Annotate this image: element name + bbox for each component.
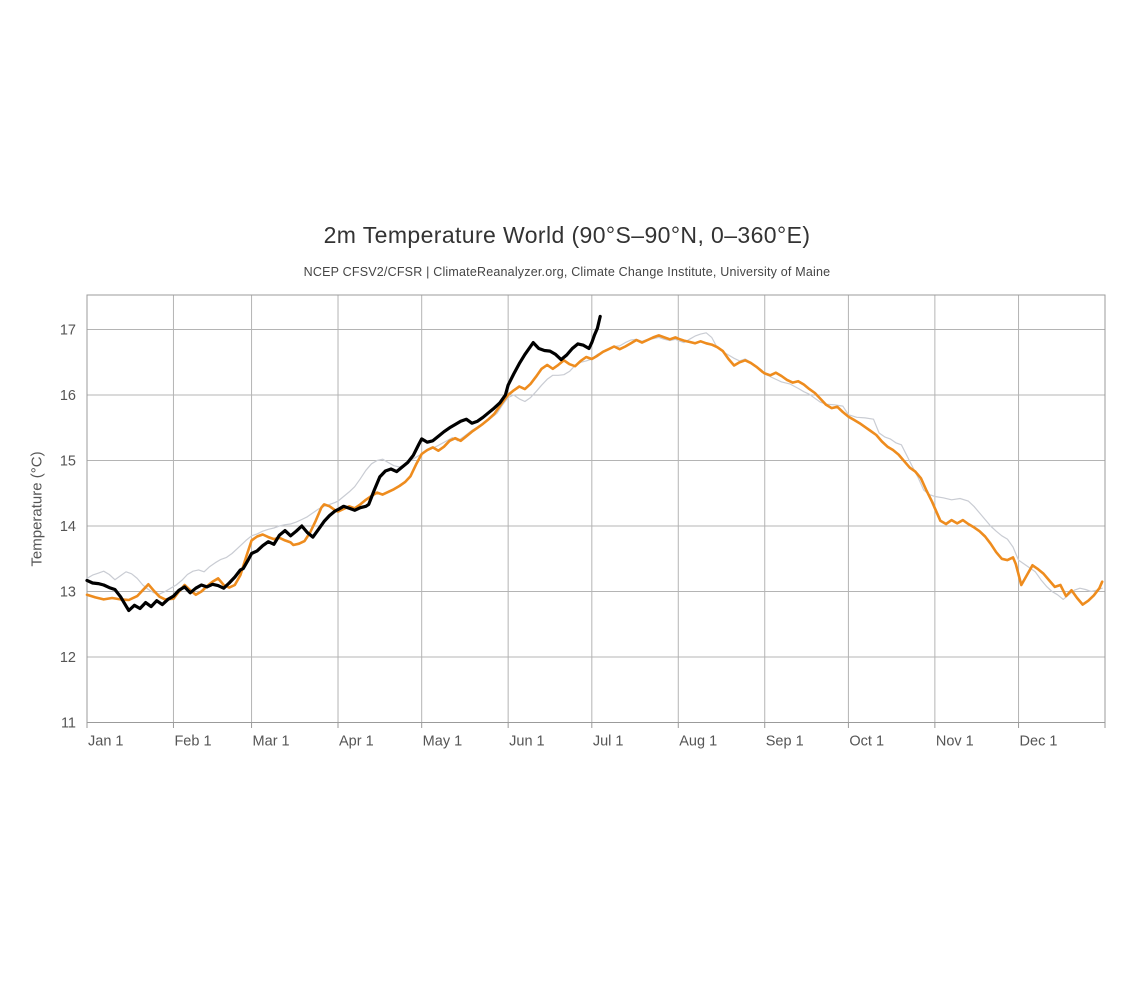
y-tick-label: 15 [60, 454, 76, 470]
x-tick-label: Mar 1 [253, 734, 290, 750]
y-tick-label: 12 [60, 650, 76, 666]
x-tick-label: Oct 1 [849, 734, 884, 750]
black-line [85, 314, 602, 613]
x-tick-label: Dec 1 [1020, 734, 1058, 750]
x-tick-label: Feb 1 [174, 734, 211, 750]
y-tick-labels: 11 12 13 14 15 16 17 [60, 323, 76, 732]
x-tick-labels: Jan 1 Feb 1 Mar 1 Apr 1 May 1 Jun 1 Jul 1 Aug 1… [88, 734, 1057, 750]
x-tick-label: Jun 1 [509, 734, 544, 750]
y-tick-label: 17 [60, 323, 76, 339]
chart-title: 2m Temperature World (90°S–90°N, 0–360°E… [323, 222, 811, 248]
plot-frame [86, 294, 1106, 723]
y-tick-label: 11 [61, 716, 76, 732]
thin-gray-line [86, 332, 1103, 601]
x-tick-label: Nov 1 [936, 734, 974, 750]
x-axis-ticks [86, 722, 1106, 728]
series-lines [85, 314, 1104, 613]
gridlines [87, 295, 1105, 723]
x-tick-label: May 1 [423, 734, 463, 750]
x-tick-label: Sep 1 [766, 734, 804, 750]
x-tick-label: Apr 1 [339, 734, 374, 750]
x-tick-label: Jan 1 [88, 734, 123, 750]
x-tick-label: Aug 1 [679, 734, 717, 750]
y-tick-label: 16 [60, 388, 76, 404]
chart-subtitle: NCEP CFSV2/CFSR | ClimateReanalyzer.org,… [303, 265, 831, 279]
plot-border [86, 294, 1106, 723]
x-tick-label: Jul 1 [593, 734, 624, 750]
y-tick-label: 14 [60, 519, 76, 535]
y-tick-label: 13 [60, 585, 76, 601]
orange-line [85, 334, 1104, 606]
